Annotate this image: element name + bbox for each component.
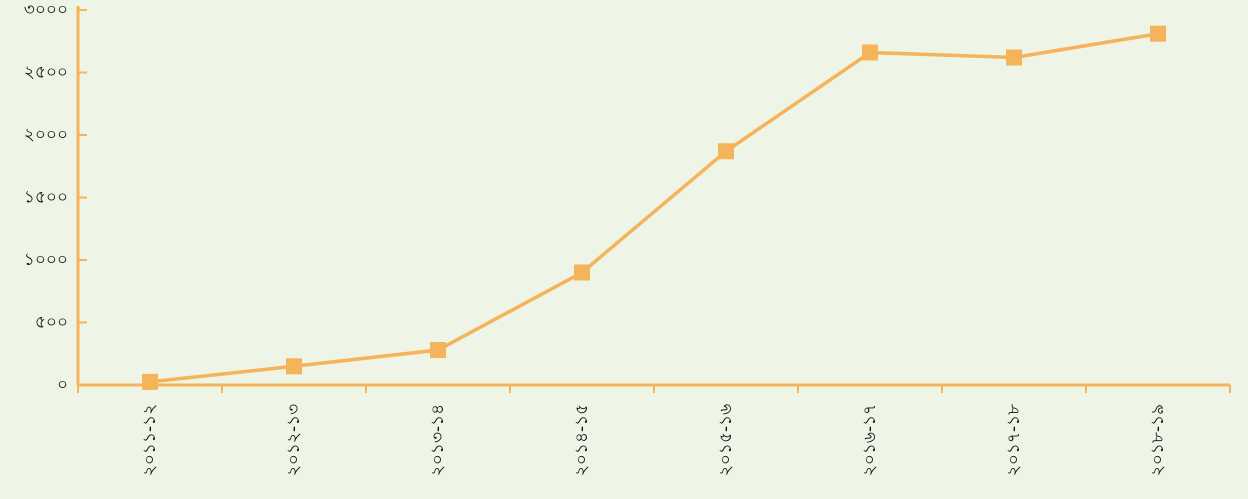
marker bbox=[430, 342, 446, 358]
line bbox=[149, 32, 1159, 384]
marker bbox=[574, 264, 590, 281]
marker bbox=[718, 143, 734, 160]
y-tick-label: ০ bbox=[57, 375, 68, 395]
x-tick-label: ২০১৪-১৫ bbox=[572, 404, 592, 476]
x-tick-label: ২০১২-১৩ bbox=[284, 404, 304, 476]
marker bbox=[1006, 49, 1022, 66]
y-tick-label: ৩০০০ bbox=[24, 0, 68, 20]
y-tick-label: ২৫০০ bbox=[24, 63, 68, 83]
y-tick-label: ৫০০ bbox=[35, 313, 68, 333]
marker bbox=[286, 358, 302, 375]
x-tick-label: ২০১৫-১৬ bbox=[716, 404, 736, 476]
x-tick-label: ২০১৮-১৯ bbox=[1148, 404, 1168, 476]
x-tick-label: ২০১৬-১৭ bbox=[860, 404, 880, 476]
marker bbox=[142, 373, 158, 390]
x-tick-label: ২০১১-১২ bbox=[140, 404, 160, 476]
y-tick-label: ১৫০০ bbox=[24, 188, 68, 208]
y-tick-label: ১০০০ bbox=[24, 250, 68, 270]
x-tick-label: ২০১৩-১৪ bbox=[428, 404, 448, 476]
x-tick-label: ২০১৭-১৮ bbox=[1004, 404, 1024, 476]
marker bbox=[1150, 25, 1166, 42]
marker bbox=[862, 44, 878, 61]
y-tick-label: ২০০০ bbox=[24, 125, 68, 145]
